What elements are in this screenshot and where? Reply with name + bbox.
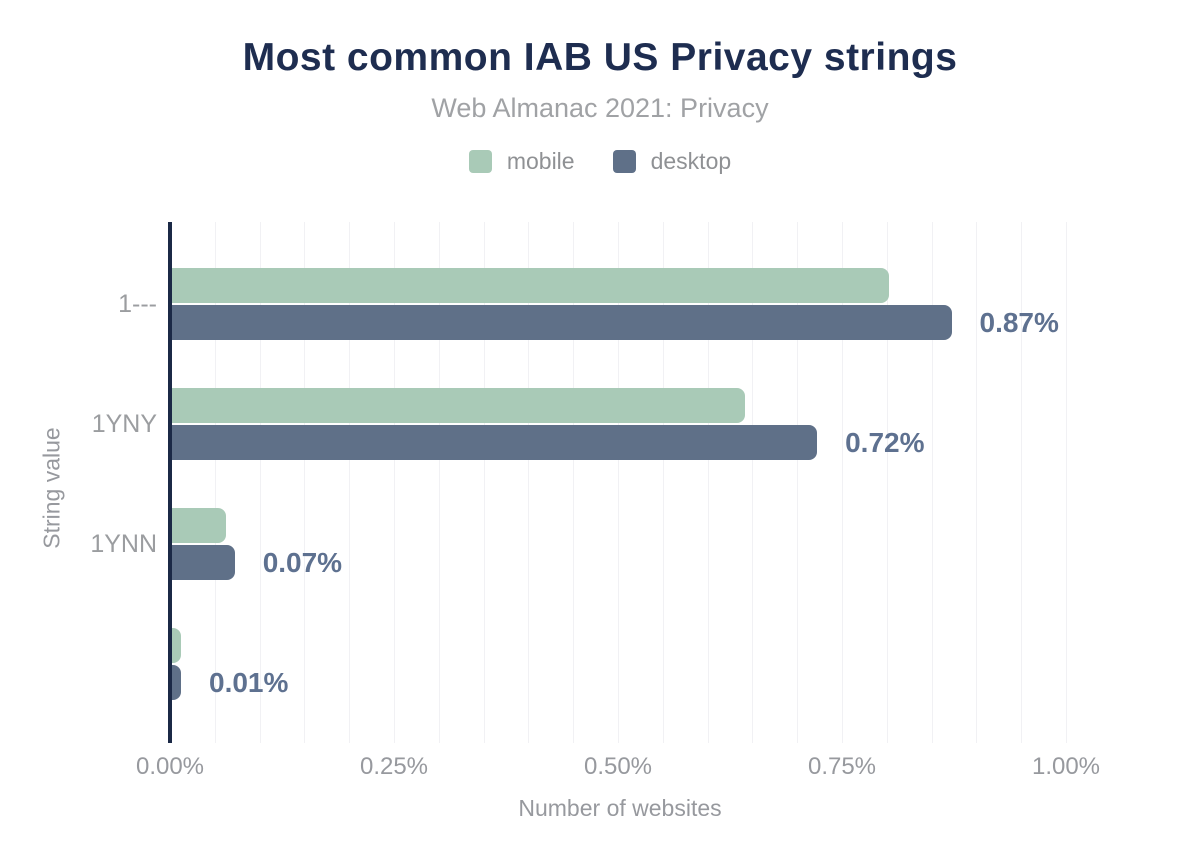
bar-value-label: 0.07%	[262, 547, 343, 578]
gridline	[976, 222, 978, 743]
bar-desktop-1YNN	[172, 545, 235, 580]
gridline	[483, 222, 485, 743]
legend: mobile desktop	[0, 148, 1200, 175]
gridline	[618, 222, 619, 743]
x-tick-label: 0.50%	[583, 753, 653, 780]
gridline	[1066, 222, 1067, 743]
gridline	[886, 222, 888, 743]
legend-item-desktop[interactable]: desktop	[612, 148, 732, 175]
gridline	[752, 222, 754, 743]
chart-title: Most common IAB US Privacy strings	[242, 36, 958, 79]
gridline	[931, 222, 933, 743]
bar-value-label: 0.72%	[845, 427, 925, 458]
bar-mobile-1YNN	[172, 508, 226, 543]
mobile-series-swatch	[468, 150, 492, 173]
bar-desktop-empty	[172, 665, 181, 700]
y-category-label: 1YNN	[90, 530, 157, 558]
x-tick-label: 0.25%	[359, 753, 429, 780]
y-category-label: 1YNY	[91, 410, 157, 438]
y-category-label: 1---	[118, 290, 157, 318]
x-tick-label: 0.00%	[135, 753, 205, 780]
gridline	[707, 222, 709, 743]
desktop-series-swatch	[612, 150, 636, 173]
gridline	[842, 222, 843, 743]
gridline	[394, 222, 395, 743]
plot-area: 0.87% 0.72% 0.07% 0.01% 0.00% 0.25% 0.50% 0.75%…	[136, 222, 1170, 782]
y-category-label	[0, 650, 157, 678]
bar-mobile-1---	[172, 268, 889, 303]
bar-desktop-1---	[172, 305, 952, 340]
bar-value-label: 0.87%	[979, 307, 1059, 338]
gridline	[259, 222, 261, 743]
gridline	[349, 222, 351, 743]
y-axis-category-labels: 1--- 1YNY 1YNN	[0, 222, 157, 743]
gridline	[797, 222, 799, 743]
bar-value-label: 0.01%	[209, 667, 289, 698]
x-tick-label: 1.00%	[1031, 753, 1101, 780]
gridline	[1021, 222, 1023, 743]
bar-mobile-empty	[172, 628, 181, 663]
chart-subtitle: Web Almanac 2021: Privacy	[431, 93, 769, 123]
gridline	[304, 222, 306, 743]
x-tick-label: 0.75%	[807, 753, 877, 780]
bar-mobile-1YNY	[172, 388, 746, 423]
bar-desktop-1YNY	[172, 425, 818, 460]
gridline	[438, 222, 440, 743]
gridline	[662, 222, 664, 743]
legend-label-desktop: desktop	[650, 148, 732, 174]
gridline	[528, 222, 530, 743]
gridline	[214, 222, 216, 743]
legend-item-mobile[interactable]: mobile	[468, 148, 575, 175]
y-axis-line	[168, 222, 172, 743]
x-axis-title: Number of websites	[518, 795, 722, 821]
gridline	[573, 222, 575, 743]
legend-label-mobile: mobile	[506, 148, 575, 174]
